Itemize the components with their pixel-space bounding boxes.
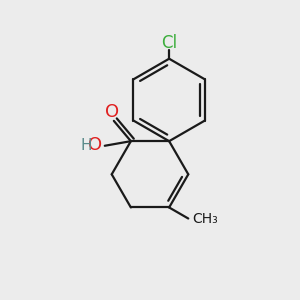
Text: O: O bbox=[88, 136, 102, 154]
Text: CH₃: CH₃ bbox=[192, 212, 218, 226]
Text: O: O bbox=[105, 103, 119, 121]
Text: Cl: Cl bbox=[161, 34, 177, 52]
Text: H: H bbox=[81, 138, 92, 153]
